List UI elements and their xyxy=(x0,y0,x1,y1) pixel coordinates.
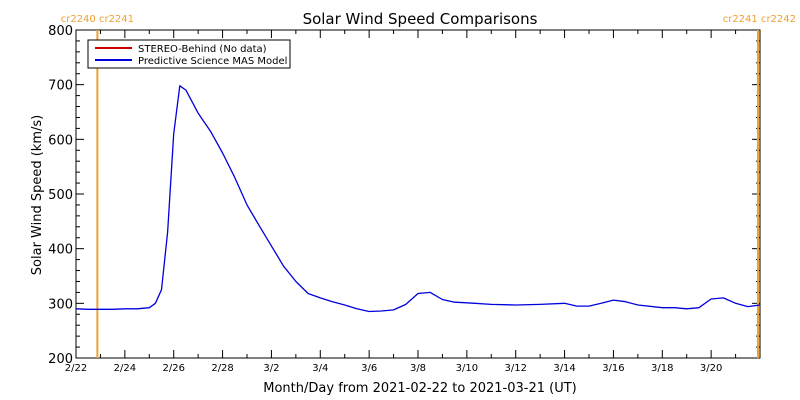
legend: STEREO-Behind (No data) Predictive Scien… xyxy=(87,39,291,69)
y-axis-label: Solar Wind Speed (km/s) xyxy=(30,115,45,275)
carrington-markers: cr2240 cr2241 cr2241 cr2242 xyxy=(61,14,796,358)
y-tick-label: 200 xyxy=(48,352,73,367)
x-tick-label: 3/20 xyxy=(700,363,722,374)
y-tick-label: 700 xyxy=(48,79,73,94)
x-tick-label: 2/26 xyxy=(162,363,184,374)
y-axis-ticks: 200 300 400 500 600 700 800 xyxy=(48,24,760,367)
y-tick-label: 500 xyxy=(48,188,73,203)
legend-label-mas: Predictive Science MAS Model xyxy=(138,56,287,67)
x-tick-label: 2/22 xyxy=(65,363,87,374)
x-tick-label: 3/4 xyxy=(312,363,328,374)
x-tick-label: 2/24 xyxy=(114,363,136,374)
x-axis-label: Month/Day from 2021-02-22 to 2021-03-21 … xyxy=(263,381,576,396)
x-tick-label: 3/8 xyxy=(410,363,426,374)
y-tick-label: 300 xyxy=(48,297,73,312)
series-line-0 xyxy=(75,85,761,313)
plot-frame xyxy=(75,29,761,359)
x-tick-label: 2/28 xyxy=(211,363,233,374)
legend-label-stereo: STEREO-Behind (No data) xyxy=(138,44,267,55)
x-axis-ticks: 2/22 2/24 2/26 2/28 3/2 3/4 3/6 3/8 3/10 3/12 3/14… xyxy=(65,30,761,374)
chart-title: Solar Wind Speed Comparisons xyxy=(303,10,538,28)
y-tick-label: 400 xyxy=(48,243,73,258)
x-tick-label: 3/16 xyxy=(602,363,624,374)
x-tick-label: 3/12 xyxy=(504,363,526,374)
legend-box xyxy=(87,39,291,69)
carrington-marker-label: cr2241 cr2242 xyxy=(723,14,796,25)
x-tick-label: 3/2 xyxy=(263,363,279,374)
x-tick-label: 3/6 xyxy=(361,363,377,374)
x-tick-label: 3/14 xyxy=(553,363,575,374)
x-tick-label: 3/10 xyxy=(456,363,478,374)
y-tick-label: 800 xyxy=(48,24,73,39)
series-lines xyxy=(75,85,761,313)
carrington-marker-label: cr2240 cr2241 xyxy=(61,14,134,25)
x-tick-label: 3/18 xyxy=(651,363,673,374)
y-tick-label: 600 xyxy=(48,133,73,148)
